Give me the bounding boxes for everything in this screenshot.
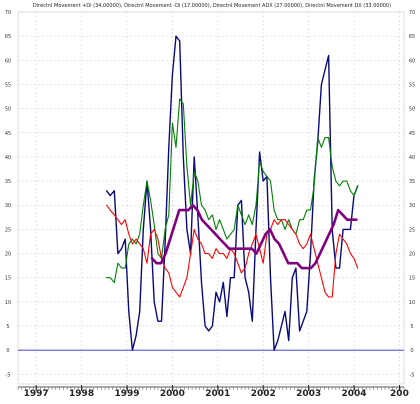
y-tick-label-left: 50 [5,107,11,113]
y-tick-label-right: 20 [409,252,415,258]
y-tick-label-right: -5 [410,372,415,378]
y-tick-label-left: 10 [5,300,11,306]
x-tick-label: 2001 [205,389,230,399]
series-line-1 [105,35,359,351]
y-tick-label-left: 0 [6,348,9,354]
y-tick-label-right: 5 [410,324,413,330]
y-tick-label-left: 15 [5,276,11,282]
y-tick-label-left: -5 [6,372,11,378]
series-line-2 [106,98,359,284]
y-tick-label-left: 40 [5,155,11,161]
y-tick-label-left: 65 [5,34,11,40]
series-layer [105,35,359,351]
y-tick-label-right: 0 [410,348,413,354]
series-line-3 [106,204,359,298]
x-tick-label: 2002 [251,389,276,399]
y-tick-label-left: 70 [5,10,11,16]
y-tick-label-left: 60 [5,58,11,64]
x-tick-label: 1999 [114,389,139,399]
y-tick-label-left: 55 [5,82,11,88]
y-tick-label-left: 45 [5,131,11,137]
y-tick-label-right: 50 [409,107,415,113]
grid-layer [17,11,405,385]
x-tick-label: 1997 [24,389,49,399]
chart-title: Directnl Movement +Di (34.00000), Direct… [33,3,391,9]
y-tick-label-right: 65 [409,34,415,40]
y-tick-label-right: 40 [409,155,415,161]
x-tick-label: 200 [390,389,409,399]
y-tick-label-right: 55 [409,82,415,88]
y-tick-label-right: 15 [409,276,415,282]
y-tick-label-right: 30 [409,203,415,209]
y-tick-label-right: 10 [409,300,415,306]
y-tick-label-right: 60 [409,58,415,64]
y-tick-label-right: 70 [409,10,415,16]
y-tick-label-left: 25 [5,227,11,233]
y-tick-label-right: 35 [409,179,415,185]
x-tick-label: 2003 [296,389,321,399]
x-tick-label: 2000 [160,389,185,399]
x-tick-label: 1998 [69,389,94,399]
y-tick-label-right: 25 [409,227,415,233]
series-line-4 [150,203,358,270]
y-tick-label-left: 20 [5,252,11,258]
y-tick-label-left: 35 [5,179,11,185]
y-tick-label-right: 45 [409,131,415,137]
y-tick-label-left: 5 [6,324,9,330]
y-tick-label-left: 30 [5,203,11,209]
x-tick-label: 2004 [342,389,367,399]
